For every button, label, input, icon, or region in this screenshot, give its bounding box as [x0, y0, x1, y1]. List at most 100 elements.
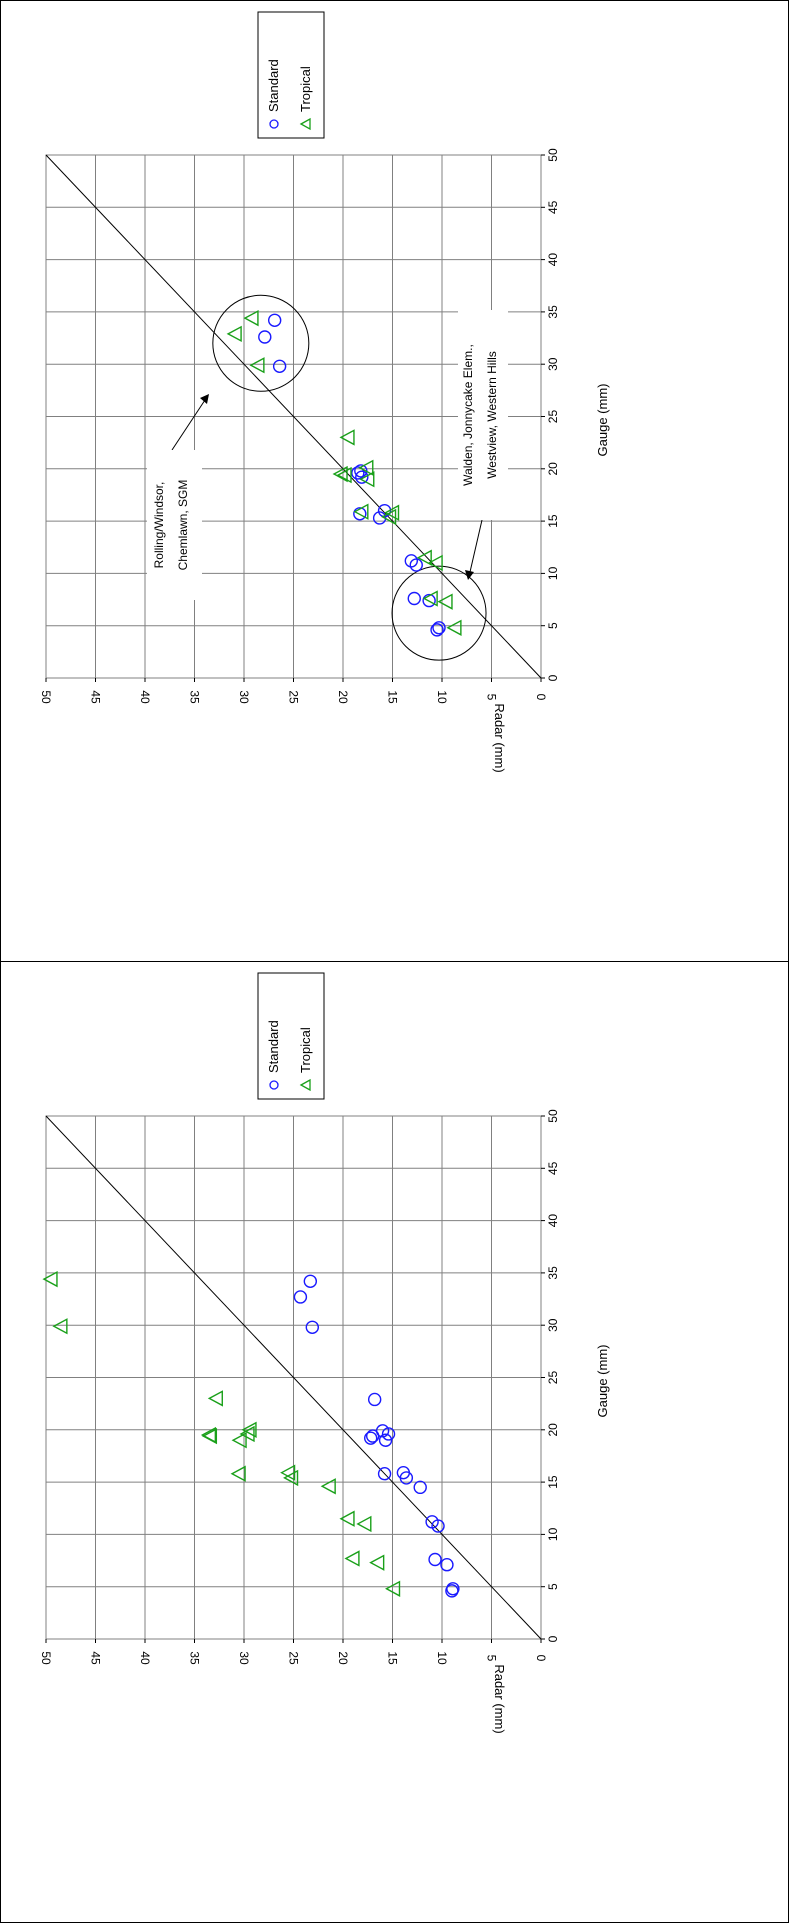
- y-axis-title: Radar (mm): [492, 703, 507, 772]
- legend-marker-tropical: [299, 117, 311, 131]
- x-tick-label: 10: [546, 1527, 560, 1541]
- data-point-tropical: [241, 1421, 257, 1438]
- legend-marker-tropical: [299, 1078, 311, 1092]
- x-tick-label: 50: [546, 148, 560, 162]
- data-point-tropical: [385, 1580, 401, 1597]
- y-tick-label: 35: [188, 690, 202, 704]
- data-point-tropical: [320, 1478, 336, 1495]
- legend-label: Tropical: [298, 1027, 313, 1073]
- data-point-standard: [432, 621, 446, 635]
- data-point-tropical: [231, 1432, 247, 1449]
- y-tick-label: 10: [435, 1651, 449, 1665]
- data-point-tropical: [52, 1318, 68, 1335]
- data-point-tropical: [249, 357, 265, 374]
- x-tick-label: 25: [546, 410, 560, 424]
- data-point-tropical: [353, 503, 369, 520]
- y-tick-label: 15: [386, 1651, 400, 1665]
- data-point-standard: [413, 1480, 427, 1495]
- x-tick-label: 35: [546, 1266, 560, 1280]
- x-axis-title: Gauge (mm): [595, 1345, 610, 1418]
- data-point-tropical: [384, 504, 400, 521]
- legend-marker-standard: [269, 1080, 279, 1090]
- x-tick-label: 10: [546, 566, 560, 580]
- y-tick-label: 35: [188, 1651, 202, 1665]
- data-point-standard: [375, 1424, 390, 1438]
- data-point-standard: [422, 593, 436, 608]
- data-point-tropical: [243, 310, 259, 327]
- y-tick-label: 15: [386, 690, 400, 704]
- legend-label: Standard: [266, 59, 281, 112]
- data-point-tropical: [339, 429, 355, 446]
- chart-2: 0 5 10 15 20 25 30 35 40 45 50 0 5 10 15 20 25 30 35 40 45 50…: [0, 961, 789, 1923]
- x-tick-label: 30: [546, 1318, 560, 1332]
- data-point-tropical: [280, 1464, 296, 1481]
- y-tick-label: 30: [237, 1651, 251, 1665]
- data-point-tropical: [332, 465, 348, 483]
- data-point-standard: [396, 1465, 411, 1480]
- data-point-tropical: [239, 1425, 255, 1443]
- reference-line: [45, 1115, 542, 1640]
- chart-panel-2: 0 5 10 15 20 25 30 35 40 45 50 0 5 10 15 20 25 30 35 40 45 50…: [0, 961, 789, 1923]
- legend-box: [257, 972, 325, 1100]
- data-point-tropical: [344, 1550, 360, 1567]
- data-point-standard: [377, 1467, 392, 1481]
- y-tick-label: 0: [534, 1655, 548, 1662]
- y-tick-label: 50: [39, 1651, 53, 1665]
- cluster-circle-low: [391, 565, 487, 661]
- x-tick-label: 35: [546, 305, 560, 319]
- data-point-standard: [353, 507, 367, 521]
- data-point-standard: [258, 330, 272, 344]
- data-point-tropical: [422, 590, 438, 607]
- data-point-standard: [446, 1582, 460, 1596]
- x-tick-label: 50: [546, 1109, 560, 1123]
- y-axis-title: Radar (mm): [492, 1664, 507, 1733]
- data-point-standard: [404, 554, 419, 568]
- panel-border: [0, 0, 789, 962]
- y-tick-label: 20: [336, 690, 350, 704]
- data-point-tropical: [358, 459, 374, 476]
- annotation-text: Rolling/Windsor,: [152, 482, 166, 569]
- legend-box: [257, 11, 325, 139]
- legend-marker-standard: [269, 119, 279, 129]
- data-point-standard: [407, 591, 421, 606]
- legend-label: Standard: [266, 1020, 281, 1073]
- data-point-standard: [272, 359, 287, 373]
- annotation-text: Walden, Jonnycake Elem.,: [461, 344, 475, 486]
- chart-panel-1: 0 5 10 15 20 25 30 35 40 45 50 0 5 10 15 20 25 30 35 40 45 50…: [0, 0, 789, 962]
- data-point-tropical: [446, 619, 462, 636]
- y-tick-label: 5: [485, 694, 499, 701]
- annotation-arrow: [469, 519, 483, 573]
- data-point-standard: [428, 1552, 442, 1567]
- data-point-tropical: [359, 471, 375, 488]
- x-tick-label: 40: [546, 253, 560, 267]
- x-tick-label: 0: [546, 1635, 560, 1642]
- data-point-tropical: [427, 554, 443, 572]
- x-tick-label: 20: [546, 462, 560, 476]
- data-point-standard: [425, 1515, 439, 1529]
- data-point-tropical: [381, 508, 397, 526]
- y-tick-label: 10: [435, 690, 449, 704]
- y-tick-label: 25: [287, 690, 301, 704]
- annotation-text: Chemlawn, SGM: [176, 480, 190, 571]
- data-point-tropical: [230, 1465, 246, 1482]
- y-tick-label: 45: [89, 690, 103, 704]
- data-point-standard: [440, 1558, 454, 1572]
- y-tick-label: 40: [138, 1651, 152, 1665]
- x-tick-label: 25: [546, 1371, 560, 1385]
- data-point-tropical: [200, 1426, 217, 1444]
- data-point-tropical: [283, 1469, 299, 1487]
- x-tick-label: 15: [546, 1475, 560, 1489]
- annotation-box: [147, 450, 202, 600]
- data-point-standard: [409, 558, 423, 572]
- x-tick-label: 15: [546, 514, 560, 528]
- data-point-standard: [378, 1433, 393, 1447]
- data-point-standard: [367, 1392, 382, 1407]
- legend-label: Tropical: [298, 66, 313, 112]
- y-tick-label: 45: [89, 1651, 103, 1665]
- x-tick-label: 5: [546, 622, 560, 629]
- y-tick-label: 5: [485, 1655, 499, 1662]
- x-tick-label: 20: [546, 1423, 560, 1437]
- data-point-standard: [355, 470, 369, 484]
- y-tick-label: 40: [138, 690, 152, 704]
- data-point-tropical: [226, 325, 242, 343]
